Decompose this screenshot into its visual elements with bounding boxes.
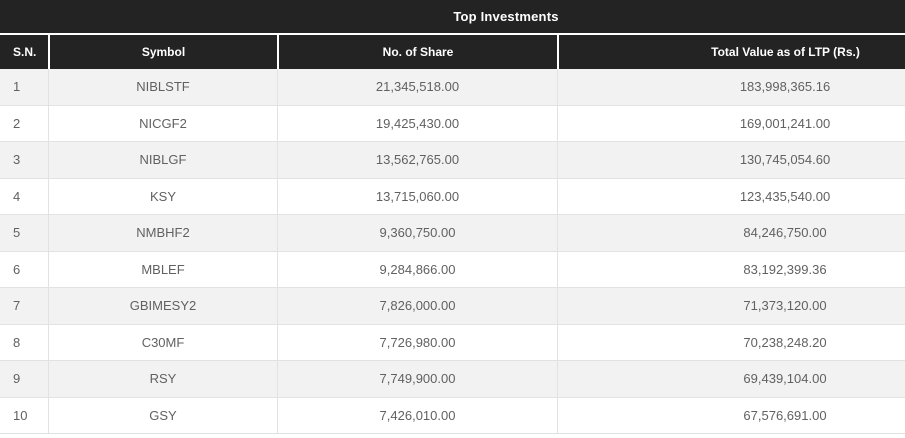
col-header-shares: No. of Share [277, 35, 557, 69]
value-cell: 183,998,365.16 [557, 69, 905, 106]
value-cell: 130,745,054.60 [557, 142, 905, 179]
table-row: 4 KSY 13,715,060.00 123,435,540.00 [0, 178, 905, 215]
table-row: 3 NIBLGF 13,562,765.00 130,745,054.60 [0, 142, 905, 179]
symbol-cell: GSY [48, 397, 277, 434]
sn-cell: 8 [0, 324, 48, 361]
shares-cell: 7,426,010.00 [277, 397, 557, 434]
table-title-bar: Top Investments [0, 0, 905, 35]
table-row: 6 MBLEF 9,284,866.00 83,192,399.36 [0, 251, 905, 288]
value-cell: 123,435,540.00 [557, 178, 905, 215]
symbol-cell: GBIMESY2 [48, 288, 277, 325]
shares-cell: 21,345,518.00 [277, 69, 557, 106]
shares-cell: 9,360,750.00 [277, 215, 557, 252]
symbol-cell: KSY [48, 178, 277, 215]
shares-cell: 7,726,980.00 [277, 324, 557, 361]
sn-cell: 5 [0, 215, 48, 252]
table-title: Top Investments [453, 9, 559, 24]
table-body: 1 NIBLSTF 21,345,518.00 183,998,365.16 2 NICG… [0, 69, 905, 434]
value-cell: 169,001,241.00 [557, 105, 905, 142]
header-row: S.N. Symbol No. of Share Total Value as … [0, 35, 905, 69]
symbol-cell: C30MF [48, 324, 277, 361]
symbol-cell: NIBLGF [48, 142, 277, 179]
col-header-sn: S.N. [0, 35, 48, 69]
top-investments-table: S.N. Symbol No. of Share Total Value as … [0, 35, 905, 434]
shares-cell: 9,284,866.00 [277, 251, 557, 288]
symbol-cell: RSY [48, 361, 277, 398]
table-row: 5 NMBHF2 9,360,750.00 84,246,750.00 [0, 215, 905, 252]
sn-cell: 7 [0, 288, 48, 325]
shares-cell: 7,749,900.00 [277, 361, 557, 398]
col-header-symbol: Symbol [48, 35, 277, 69]
table-row: 8 C30MF 7,726,980.00 70,238,248.20 [0, 324, 905, 361]
col-header-total-value: Total Value as of LTP (Rs.) [557, 35, 905, 69]
symbol-cell: MBLEF [48, 251, 277, 288]
value-cell: 83,192,399.36 [557, 251, 905, 288]
shares-cell: 13,562,765.00 [277, 142, 557, 179]
table-row: 9 RSY 7,749,900.00 69,439,104.00 [0, 361, 905, 398]
sn-cell: 2 [0, 105, 48, 142]
symbol-cell: NMBHF2 [48, 215, 277, 252]
sn-cell: 1 [0, 69, 48, 106]
value-cell: 70,238,248.20 [557, 324, 905, 361]
value-cell: 71,373,120.00 [557, 288, 905, 325]
table-row: 10 GSY 7,426,010.00 67,576,691.00 [0, 397, 905, 434]
shares-cell: 13,715,060.00 [277, 178, 557, 215]
symbol-cell: NIBLSTF [48, 69, 277, 106]
shares-cell: 7,826,000.00 [277, 288, 557, 325]
table-row: 7 GBIMESY2 7,826,000.00 71,373,120.00 [0, 288, 905, 325]
value-cell: 69,439,104.00 [557, 361, 905, 398]
table-row: 2 NICGF2 19,425,430.00 169,001,241.00 [0, 105, 905, 142]
sn-cell: 6 [0, 251, 48, 288]
value-cell: 67,576,691.00 [557, 397, 905, 434]
table-row: 1 NIBLSTF 21,345,518.00 183,998,365.16 [0, 69, 905, 106]
sn-cell: 4 [0, 178, 48, 215]
sn-cell: 9 [0, 361, 48, 398]
value-cell: 84,246,750.00 [557, 215, 905, 252]
shares-cell: 19,425,430.00 [277, 105, 557, 142]
symbol-cell: NICGF2 [48, 105, 277, 142]
sn-cell: 3 [0, 142, 48, 179]
sn-cell: 10 [0, 397, 48, 434]
